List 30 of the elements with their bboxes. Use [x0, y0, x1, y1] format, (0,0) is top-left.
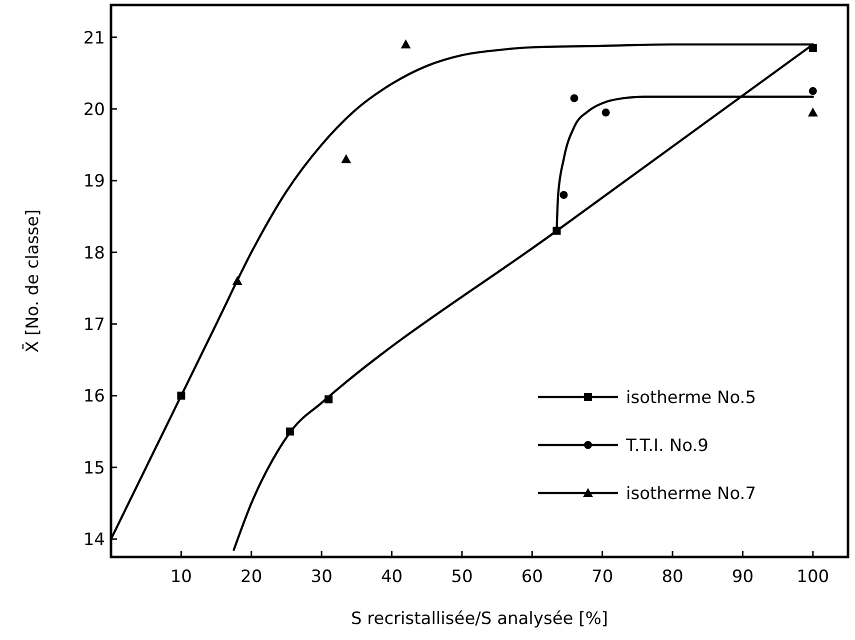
legend-label: T.T.I. No.9 [625, 436, 708, 456]
y-tick-label: 16 [83, 386, 105, 407]
point [602, 108, 610, 117]
x-tick-label: 60 [521, 567, 543, 587]
legend-label: isotherme No.7 [626, 484, 756, 504]
y-tick-label: 18 [83, 243, 105, 264]
y-tick-label: 14 [83, 530, 105, 550]
x-tick-label: 10 [170, 567, 192, 587]
x-tick-label: 90 [732, 567, 754, 587]
x-axis-title: S recristallisée/S analysée [%] [350, 609, 608, 629]
point [400, 39, 411, 48]
x-tick-label: 100 [796, 567, 830, 587]
x-tick-label: 20 [240, 567, 262, 587]
point [570, 94, 578, 102]
y-tick-label: 20 [83, 100, 105, 120]
point [808, 108, 818, 117]
y-axis-title: X̄ [No. de classe] [22, 209, 43, 353]
y-tick-label: 21 [83, 28, 105, 48]
y-tick-label: 15 [83, 458, 105, 478]
point [808, 87, 817, 96]
x-tick-label: 40 [380, 567, 403, 587]
x-tick-label: 50 [451, 567, 473, 587]
legend-label: isotherme No.5 [626, 388, 756, 408]
x-tick-label: 70 [592, 567, 614, 587]
x-tick-label: 80 [662, 567, 684, 587]
point [560, 190, 568, 199]
y-tick-label: 19 [83, 172, 105, 192]
y-tick-label: 17 [83, 315, 105, 336]
point [341, 154, 352, 164]
x-tick-label: 30 [310, 567, 332, 587]
